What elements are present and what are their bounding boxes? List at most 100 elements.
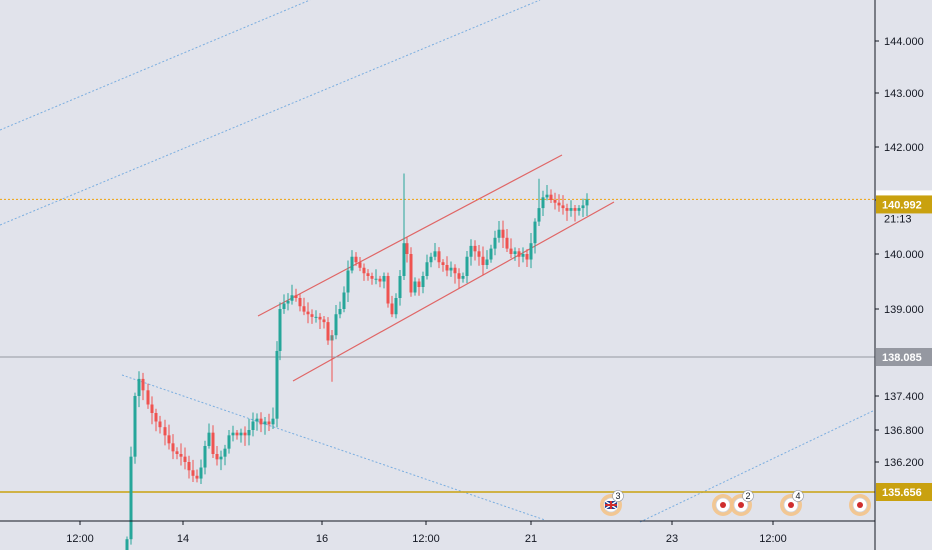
candle-body xyxy=(362,267,366,274)
candle-body xyxy=(183,456,187,462)
price-axis-tick-label: 143.000 xyxy=(884,88,924,100)
flag-sun xyxy=(738,502,744,508)
level-135-label: 135.656 xyxy=(882,487,922,499)
level-138-label: 138.085 xyxy=(882,352,922,364)
candle-body xyxy=(290,295,294,301)
channel-lower-line[interactable] xyxy=(292,201,615,382)
candle-body xyxy=(326,322,330,341)
candle-body xyxy=(171,443,175,452)
candle-body xyxy=(489,248,493,260)
candle-body xyxy=(378,278,382,282)
candle-body xyxy=(346,270,350,293)
candle-body xyxy=(374,278,378,280)
candle-body xyxy=(275,350,279,419)
candle-body xyxy=(386,276,390,304)
candle-body xyxy=(175,451,179,454)
candle-body xyxy=(334,314,338,336)
event-count-badge xyxy=(612,490,624,502)
candle-body xyxy=(231,432,235,436)
candle-body xyxy=(557,202,561,206)
trendlines[interactable] xyxy=(0,0,876,523)
event-count: 2 xyxy=(745,491,750,501)
rising-channel[interactable] xyxy=(257,154,615,382)
candle-body xyxy=(445,265,449,271)
price-axis-tick-label: 144.000 xyxy=(884,36,924,48)
candle-body xyxy=(509,248,513,254)
candle-body xyxy=(163,427,167,436)
time-axis-tick-label: 12:00 xyxy=(412,533,440,545)
flag-cross xyxy=(610,501,612,509)
candle-body xyxy=(417,281,421,287)
candle-body xyxy=(402,243,406,276)
candle-body xyxy=(187,462,191,471)
candle-body xyxy=(278,309,282,351)
japan-flag-icon xyxy=(852,497,868,513)
candle-body xyxy=(529,243,533,260)
candle-body xyxy=(465,256,469,276)
price-axis-tick-label: 137.400 xyxy=(884,391,924,403)
candle-body xyxy=(390,303,394,315)
candle-body xyxy=(533,221,537,244)
candle-body xyxy=(525,254,529,260)
candle-body xyxy=(302,306,306,312)
candle-body xyxy=(199,467,203,479)
candles xyxy=(125,173,589,550)
candle-body xyxy=(453,267,457,274)
japan-flag-event-marker[interactable]: 4 xyxy=(780,490,804,517)
candle-body xyxy=(133,396,137,457)
trendline-upper[interactable] xyxy=(0,0,311,131)
time-axis-tick-label: 23 xyxy=(666,533,678,545)
candle-body xyxy=(146,390,150,405)
time-axis-tick-label: 12:00 xyxy=(759,533,787,545)
candle-body xyxy=(513,251,517,254)
channel-upper-line[interactable] xyxy=(257,154,563,317)
japan-flag-icon xyxy=(715,497,731,513)
events-row[interactable]: 3 2 4 xyxy=(600,490,871,517)
candle-body xyxy=(318,316,322,320)
candle-body xyxy=(271,418,275,425)
price-axis-tick-label: 139.000 xyxy=(884,304,924,316)
candle-body xyxy=(310,314,314,317)
candle-body xyxy=(158,421,162,428)
candle-body xyxy=(342,292,346,309)
trendline-rising[interactable] xyxy=(639,409,876,523)
candle-body xyxy=(382,276,386,282)
time-axis-tick-label: 12:00 xyxy=(66,533,94,545)
candle-body xyxy=(473,245,477,252)
event-count: 4 xyxy=(795,491,800,501)
bid-price-label-bg xyxy=(876,195,932,214)
candle-body xyxy=(433,251,437,257)
candle-body xyxy=(282,303,286,309)
japan-flag-event-marker[interactable] xyxy=(712,494,734,516)
candle-body xyxy=(481,256,485,265)
candle-body xyxy=(137,378,141,396)
candle-body xyxy=(405,243,409,254)
candle-body xyxy=(421,276,425,287)
price-axis[interactable]: 144.000143.000142.000141.000140.000139.0… xyxy=(875,36,924,469)
trendline-middle[interactable] xyxy=(0,0,541,226)
candle-body xyxy=(429,256,433,263)
candle-body xyxy=(195,475,199,479)
uk-flag-event-marker[interactable]: 3 xyxy=(600,490,624,517)
candle-body xyxy=(350,256,354,271)
candle-body xyxy=(398,276,402,298)
japan-flag-event-marker[interactable] xyxy=(849,494,871,516)
time-axis[interactable]: 12:00 14 16 12:00 21 23 12:00 xyxy=(66,521,787,545)
candle-body xyxy=(354,256,358,263)
countdown-label: 21:13 xyxy=(884,213,912,225)
japan-flag-event-marker[interactable]: 2 xyxy=(730,490,754,517)
candle-body xyxy=(298,298,302,307)
candle-body xyxy=(521,254,525,257)
uk-flag-icon xyxy=(603,497,619,513)
trendline-descending[interactable] xyxy=(121,374,546,521)
candle-body xyxy=(366,273,370,276)
candle-body xyxy=(457,273,461,279)
candle-body xyxy=(549,194,553,200)
candle-body xyxy=(505,237,509,249)
candle-body xyxy=(154,413,158,422)
candle-body xyxy=(461,276,465,279)
candle-body xyxy=(545,194,549,198)
candle-body xyxy=(322,319,326,323)
candle-body xyxy=(573,208,577,211)
